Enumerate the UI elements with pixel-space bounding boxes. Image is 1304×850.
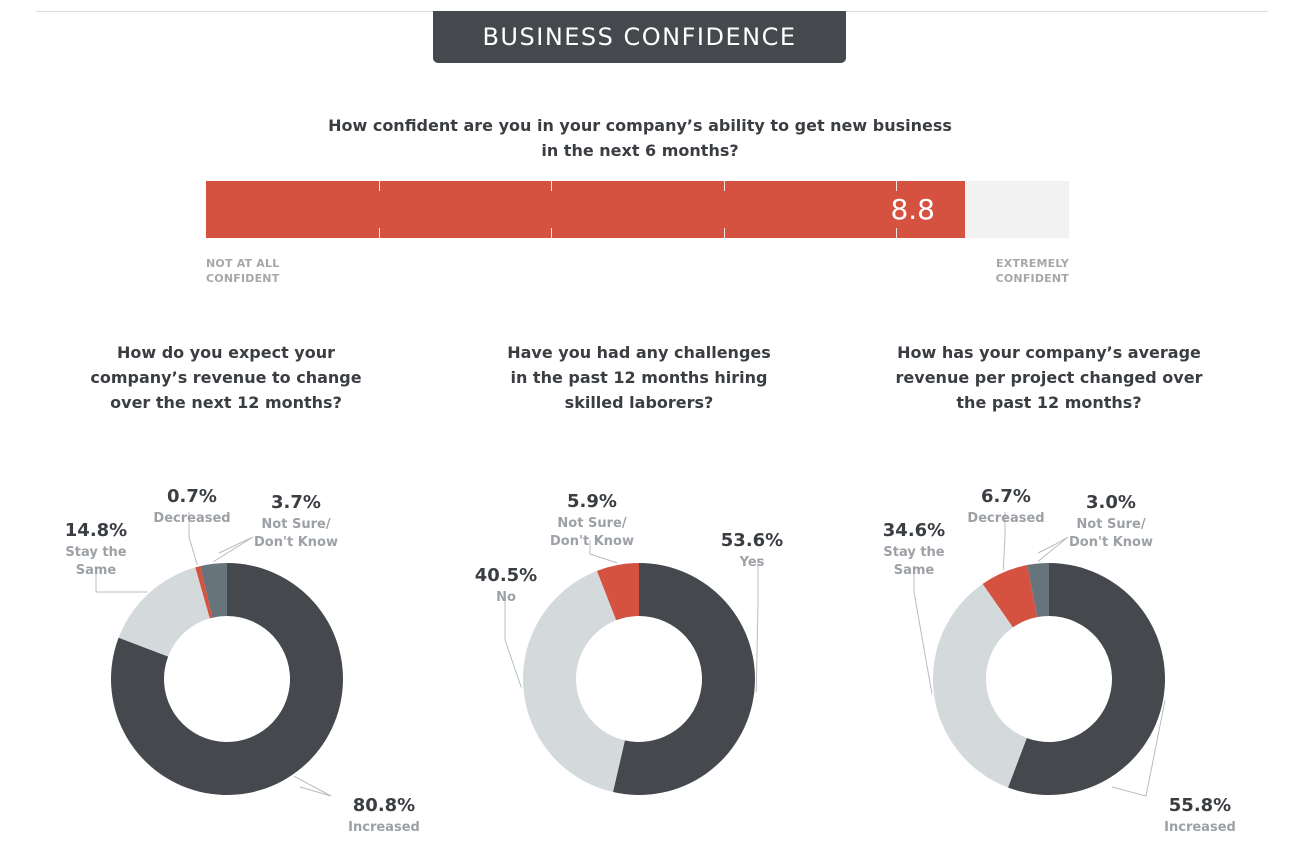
revenue-change-question-line3: over the next 12 months? [110,393,342,412]
scale-max-label-line2: CONFIDENT [995,272,1069,285]
donut-category-label: Increased [348,820,420,835]
donut-leader-line [589,540,618,564]
gauge-tick-top [378,181,380,191]
donut-leader-line [188,512,198,565]
scale-min-label: NOT AT ALL CONFIDENT [206,256,279,286]
donut-value-label: 5.9% [567,491,617,512]
donut-value-label: 80.8% [353,795,415,816]
revenue-change-question-line1: How do you expect your [116,343,335,362]
donut-value-label: 14.8% [65,520,127,541]
donut-leader-line [1002,512,1006,571]
confidence-gauge-value: 8.8 [890,193,935,226]
donut-category-label: No [496,590,516,605]
donut-value-label: 55.8% [1169,795,1231,816]
donut-slice [596,563,639,621]
confidence-question-line2: in the next 6 months? [541,141,739,160]
scale-min-label-line1: NOT AT ALL [206,257,280,270]
scale-max-label-line1: EXTREMELY [995,257,1069,270]
donut-slice [1008,563,1165,796]
donut-slice [200,563,227,618]
confidence-gauge-fill [206,181,966,238]
donut-leader-line [504,596,522,688]
gauge-tick-top [551,181,553,191]
donut-slice [932,583,1027,788]
gauge-tick [896,181,898,238]
confidence-question: How confident are you in your company’s … [290,113,990,163]
donut-category-label: Don't Know [1069,535,1153,550]
donut-leader-line [913,566,933,694]
donut-value-label: 40.5% [475,565,537,586]
project-revenue-question-line2: revenue per project changed over [895,368,1203,387]
donut-leader-line [213,536,254,563]
revenue-change-question-line2: company’s revenue to change [90,368,362,387]
project-revenue-question-line3: the past 12 months? [956,393,1142,412]
confidence-question-line1: How confident are you in your company’s … [328,116,952,135]
page-title: BUSINESS CONFIDENCE [433,11,846,63]
donut-category-label: Not Sure/ [1076,517,1145,532]
gauge-tick [723,181,725,238]
hiring-challenges-question: Have you had any challenges in the past … [483,340,795,415]
gauge-tick [378,181,380,238]
donut-category-label: Same [894,563,935,578]
revenue-change-question: How do you expect your company’s revenue… [70,340,382,415]
gauge-tick-bottom [378,228,380,238]
donut-slice [110,563,343,795]
donut-leader-line [95,566,148,593]
donut-category-label: Don't Know [254,535,338,550]
hiring-challenges-question-line3: skilled laborers? [564,393,714,412]
donut-leader-line [755,558,759,693]
gauge-tick-top [723,181,725,191]
donut-leader-line [1037,536,1069,562]
donut-category-label: Stay the [65,545,126,560]
donut-category-label: Don't Know [550,534,634,549]
donut-category-label: Yes [739,555,765,570]
project-revenue-question-line1: How has your company’s average [897,343,1201,362]
scale-min-label-line2: CONFIDENT [206,272,280,285]
donut-value-label: 3.7% [271,492,321,513]
donut-category-label: Increased [1164,820,1236,835]
gauge-tick-bottom [723,228,725,238]
donut-category-label: Not Sure/ [261,517,330,532]
donut-slice [1027,563,1049,618]
donut-slice [982,565,1038,628]
donut-slice [612,563,756,795]
donut-category-label: Same [76,563,117,578]
gauge-tick-bottom [551,228,553,238]
hiring-challenges-question-line2: in the past 12 months hiring [510,368,768,387]
hiring-challenges-question-line1: Have you had any challenges [507,343,771,362]
scale-max-label: EXTREMELY CONFIDENT [996,256,1069,286]
donut-leader-line [293,775,332,797]
donut-value-label: 34.6% [883,520,945,541]
donut-category-label: Not Sure/ [557,516,626,531]
project-revenue-question: How has your company’s average revenue p… [893,340,1205,415]
donut-leader-line [1111,700,1166,797]
donut-category-label: Decreased [967,511,1044,526]
gauge-tick [551,181,553,238]
donut-value-label: 6.7% [981,486,1031,507]
donut-slice [195,566,213,619]
donut-value-label: 0.7% [167,486,217,507]
donut-category-label: Stay the [883,545,944,560]
gauge-tick-top [896,181,898,191]
gauge-tick-bottom [896,228,898,238]
donut-slice [118,567,210,657]
donut-value-label: 53.6% [721,530,783,551]
donut-value-label: 3.0% [1086,492,1136,513]
donut-category-label: Decreased [153,511,230,526]
donut-slice [523,570,625,793]
